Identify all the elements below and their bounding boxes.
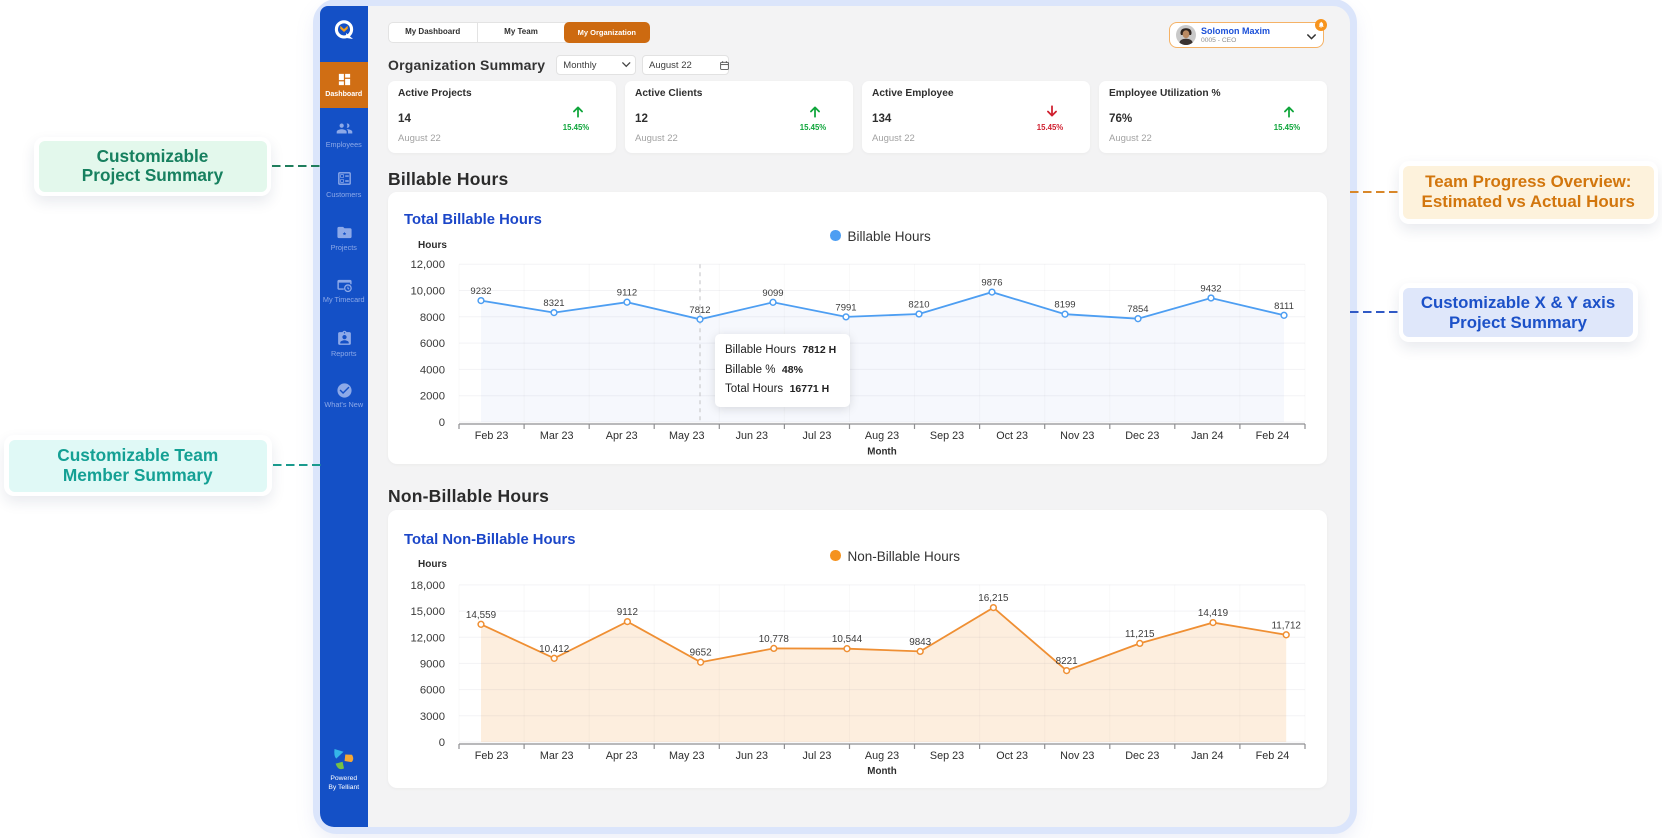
- svg-text:8111: 8111: [1274, 301, 1294, 312]
- svg-text:15,000: 15,000: [410, 606, 445, 618]
- svg-text:May 23: May 23: [669, 750, 704, 762]
- svg-text:Feb 24: Feb 24: [1256, 750, 1290, 762]
- svg-text:Nov 23: Nov 23: [1060, 430, 1094, 442]
- svg-text:7812: 7812: [689, 305, 710, 316]
- svg-text:May 23: May 23: [669, 430, 704, 442]
- svg-text:10,412: 10,412: [539, 644, 569, 655]
- svg-text:7854: 7854: [1127, 304, 1148, 315]
- svg-text:11,215: 11,215: [1125, 629, 1155, 640]
- svg-text:Month: Month: [867, 766, 896, 777]
- svg-text:Oct 23: Oct 23: [996, 430, 1028, 442]
- svg-text:Aug 23: Aug 23: [865, 750, 899, 762]
- svg-text:Feb 24: Feb 24: [1256, 430, 1290, 442]
- svg-text:Dec 23: Dec 23: [1125, 750, 1159, 762]
- svg-text:0: 0: [439, 417, 445, 429]
- svg-text:0: 0: [439, 737, 445, 749]
- svg-text:Dec 23: Dec 23: [1125, 430, 1159, 442]
- svg-text:7991: 7991: [835, 302, 856, 313]
- svg-text:4000: 4000: [420, 364, 445, 376]
- svg-text:Jul 23: Jul 23: [803, 430, 832, 442]
- svg-text:Feb 23: Feb 23: [475, 430, 509, 442]
- svg-text:Oct 23: Oct 23: [996, 750, 1028, 762]
- svg-text:18,000: 18,000: [410, 580, 445, 592]
- svg-text:16,215: 16,215: [978, 593, 1009, 604]
- svg-text:Aug 23: Aug 23: [865, 430, 899, 442]
- svg-text:Feb 23: Feb 23: [475, 750, 509, 762]
- svg-text:11,712: 11,712: [1271, 620, 1300, 631]
- svg-text:Jul 23: Jul 23: [803, 750, 832, 762]
- svg-text:6000: 6000: [420, 338, 445, 350]
- svg-text:8210: 8210: [908, 300, 929, 311]
- svg-text:6000: 6000: [420, 685, 445, 697]
- svg-text:10,778: 10,778: [759, 634, 790, 645]
- svg-text:Mar 23: Mar 23: [540, 750, 574, 762]
- svg-text:Apr 23: Apr 23: [606, 750, 638, 762]
- svg-text:Jun 23: Jun 23: [736, 430, 768, 442]
- svg-text:9112: 9112: [617, 288, 637, 299]
- svg-text:9432: 9432: [1200, 284, 1221, 295]
- svg-text:8199: 8199: [1054, 300, 1075, 311]
- svg-text:8221: 8221: [1056, 656, 1078, 667]
- svg-text:9876: 9876: [981, 278, 1002, 289]
- svg-text:Sep 23: Sep 23: [930, 750, 964, 762]
- svg-text:Month: Month: [867, 447, 896, 458]
- svg-text:9000: 9000: [420, 658, 445, 670]
- svg-text:12,000: 12,000: [410, 259, 445, 271]
- svg-text:14,559: 14,559: [466, 610, 497, 621]
- svg-text:12,000: 12,000: [410, 632, 445, 644]
- svg-text:9099: 9099: [762, 288, 783, 299]
- svg-text:Sep 23: Sep 23: [930, 430, 964, 442]
- svg-text:Nov 23: Nov 23: [1060, 750, 1094, 762]
- svg-text:Apr 23: Apr 23: [606, 430, 638, 442]
- svg-text:Mar 23: Mar 23: [540, 430, 574, 442]
- svg-text:8000: 8000: [420, 312, 445, 324]
- svg-text:9112: 9112: [617, 607, 638, 618]
- svg-text:Jan 24: Jan 24: [1191, 430, 1223, 442]
- svg-text:14,419: 14,419: [1198, 608, 1229, 619]
- svg-text:9232: 9232: [470, 286, 491, 297]
- svg-text:2000: 2000: [420, 391, 445, 403]
- svg-text:3000: 3000: [420, 711, 445, 723]
- svg-text:Jan 24: Jan 24: [1191, 750, 1223, 762]
- svg-text:9652: 9652: [690, 648, 712, 659]
- svg-text:Jun 23: Jun 23: [736, 750, 768, 762]
- svg-text:8321: 8321: [543, 298, 564, 309]
- svg-text:10,544: 10,544: [832, 634, 863, 645]
- svg-text:9843: 9843: [909, 637, 931, 648]
- svg-text:10,000: 10,000: [410, 286, 445, 298]
